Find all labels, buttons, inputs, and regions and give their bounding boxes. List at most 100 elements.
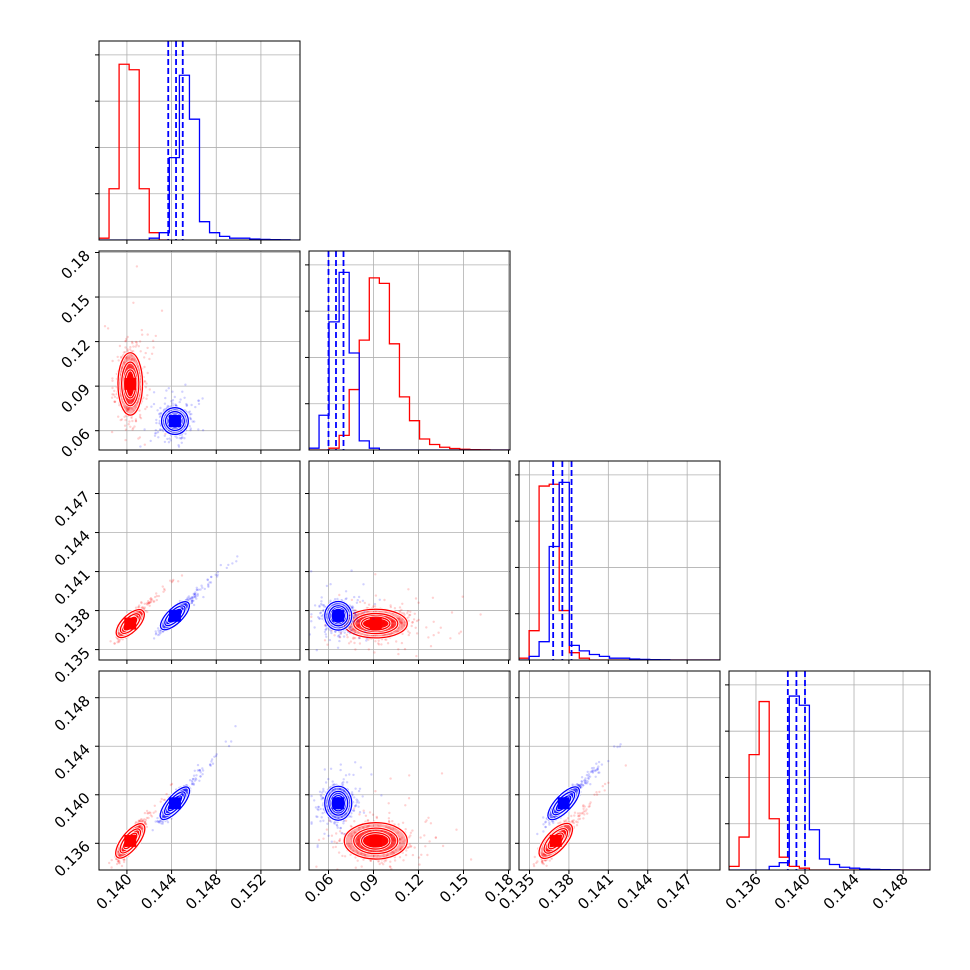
sample-point — [356, 613, 359, 617]
density-peak — [168, 609, 181, 622]
sample-point — [323, 605, 326, 608]
sample-point — [355, 617, 359, 621]
sample-point — [145, 809, 149, 813]
sample-point — [363, 601, 366, 605]
sample-point — [150, 815, 154, 818]
sample-point — [133, 358, 136, 361]
sample-point — [129, 345, 132, 349]
sample-point — [397, 618, 401, 621]
sample-point — [361, 599, 365, 602]
sample-point — [338, 593, 341, 597]
sample-point — [170, 457, 172, 459]
sample-point — [398, 609, 401, 613]
sample-point — [387, 633, 391, 636]
sample-point — [395, 640, 398, 643]
sample-point — [412, 618, 416, 621]
sample-point — [152, 346, 155, 349]
sample-point — [432, 634, 435, 637]
sample-point — [171, 404, 175, 407]
sample-point — [113, 642, 116, 645]
sample-point — [201, 429, 205, 432]
sample-point — [183, 396, 186, 399]
sample-point — [158, 473, 160, 475]
sample-point — [150, 405, 153, 408]
sample-point — [108, 861, 111, 865]
sample-point — [394, 629, 397, 633]
sample-point — [149, 439, 152, 443]
histogram-blue — [519, 481, 720, 660]
sample-point — [117, 859, 120, 863]
sample-point — [173, 395, 176, 399]
sample-point — [399, 620, 402, 624]
sample-point — [185, 604, 188, 608]
sample-point — [142, 607, 146, 610]
sample-point — [313, 604, 317, 607]
sample-point — [140, 612, 144, 615]
sample-point — [373, 651, 376, 654]
sample-point — [196, 592, 199, 596]
sample-point — [358, 600, 362, 604]
sample-point — [191, 596, 194, 600]
sample-point — [397, 617, 400, 620]
sample-point — [439, 626, 442, 629]
panel-2-2 — [515, 460, 721, 664]
sample-point — [195, 597, 198, 600]
sample-point — [310, 615, 313, 619]
sample-point — [146, 371, 149, 375]
sample-point — [129, 425, 132, 428]
sample-point — [152, 402, 156, 406]
sample-point — [166, 437, 169, 441]
sample-point — [191, 420, 194, 423]
sample-point — [179, 437, 183, 440]
sample-point — [158, 631, 161, 634]
sample-point — [372, 617, 375, 620]
sample-point — [363, 610, 366, 613]
contour-line — [360, 616, 391, 631]
sample-point — [165, 792, 168, 796]
sample-point — [120, 854, 124, 857]
sample-point — [118, 860, 121, 863]
sample-point — [152, 637, 156, 640]
sample-point — [336, 646, 340, 649]
sample-point — [383, 598, 386, 602]
sample-point — [134, 821, 138, 824]
sample-point — [177, 444, 180, 447]
sample-point — [145, 397, 148, 400]
sample-point — [138, 604, 141, 607]
sample-point — [183, 788, 186, 791]
panel-content — [99, 41, 300, 240]
sample-point — [118, 853, 122, 856]
sample-point — [116, 641, 119, 644]
sample-point — [153, 434, 157, 437]
density-peak — [369, 617, 382, 630]
sample-point — [207, 584, 210, 587]
sample-point — [236, 555, 239, 558]
sample-point — [133, 468, 135, 470]
sample-point — [345, 633, 349, 636]
sample-point — [170, 580, 174, 584]
sample-point — [352, 637, 355, 640]
sample-point — [190, 779, 194, 783]
sample-point — [128, 356, 131, 359]
sample-point — [106, 327, 110, 330]
sample-point — [374, 640, 377, 643]
sample-point — [202, 595, 205, 599]
sample-point — [141, 828, 144, 831]
sample-point — [168, 437, 171, 440]
sample-point — [140, 601, 143, 605]
sample-point — [146, 601, 149, 605]
density-peak — [124, 617, 137, 630]
sample-point — [140, 328, 143, 332]
sample-point — [141, 605, 144, 609]
sample-point — [407, 588, 410, 591]
sample-point — [148, 811, 151, 814]
sample-point — [143, 356, 146, 359]
sample-point — [127, 408, 131, 411]
sample-point — [374, 573, 377, 576]
sample-point — [138, 611, 142, 614]
sample-point — [346, 636, 349, 639]
sample-point — [356, 620, 360, 623]
sample-point — [148, 388, 151, 391]
contour-line — [353, 612, 399, 635]
